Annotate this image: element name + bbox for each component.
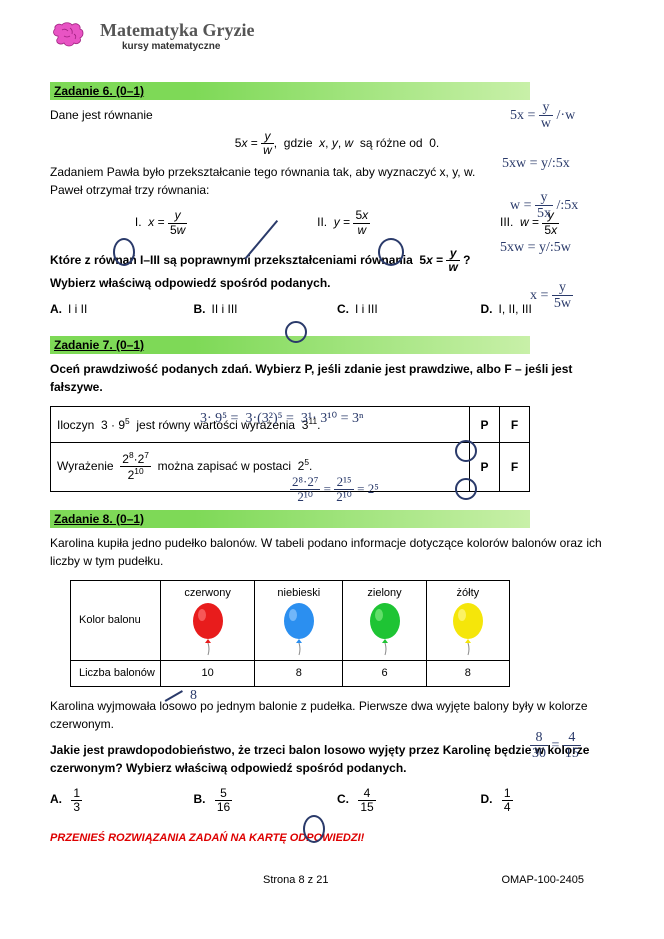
count-yellow: 8 bbox=[426, 661, 509, 687]
count-red: 10 bbox=[161, 661, 255, 687]
hw-t6-line5: x = y5w bbox=[530, 280, 573, 312]
col-yellow: żółty bbox=[426, 580, 509, 661]
brain-icon bbox=[50, 20, 90, 52]
balloon-green-icon bbox=[365, 601, 405, 656]
hw-t7-line2: 2⁸·2⁷2¹⁰ = 2¹⁵2¹⁰ = 2⁵ bbox=[290, 475, 379, 505]
hw-circle-opt3 bbox=[378, 238, 404, 266]
task7-row2: Wyrażenie 28·27210 można zapisać w posta… bbox=[51, 443, 470, 491]
balloon-blue-icon bbox=[279, 601, 319, 656]
task7-r1-f[interactable]: F bbox=[500, 407, 530, 443]
hw-t7-line1: 3· 9⁵ = 3·(3²)⁵ = 3¹· 3¹⁰ = 3ⁿ bbox=[200, 410, 363, 427]
hw-circle-opt1 bbox=[113, 238, 135, 266]
hw-t8-frac: 830 = 415 bbox=[530, 730, 581, 762]
table-row: Kolor balonu czerwony niebieski zielony … bbox=[71, 580, 510, 661]
task6-ans-c[interactable]: C.I i III bbox=[337, 300, 481, 318]
task8-intro: Karolina kupiła jedno pudełko balonów. W… bbox=[50, 534, 624, 570]
exam-code: OMAP-100-2405 bbox=[501, 874, 584, 886]
hw-t6-line2: 5xw = y/:5x bbox=[502, 156, 570, 172]
balloon-table: Kolor balonu czerwony niebieski zielony … bbox=[70, 580, 510, 687]
footer-note: PRZENIEŚ ROZWIĄZANIA ZADAŃ NA KARTĘ ODPO… bbox=[50, 832, 624, 844]
hw-circle-ans-c bbox=[285, 321, 307, 343]
task8-answers: A. 13 B. 516 C. 415 D. 14 bbox=[50, 787, 624, 814]
task6-opt1: I. x = y5w bbox=[135, 209, 187, 236]
task6-opt2: II. y = 5xw bbox=[317, 209, 370, 236]
task8-ans-a[interactable]: A. 13 bbox=[50, 787, 194, 814]
task8-ans-b[interactable]: B. 516 bbox=[194, 787, 338, 814]
col-blue: niebieski bbox=[255, 580, 343, 661]
count-green: 6 bbox=[343, 661, 426, 687]
task8-ans-c[interactable]: C. 415 bbox=[337, 787, 481, 814]
task6-equation: 5x = yw, gdzie x, y, w są różne od 0. bbox=[50, 130, 624, 157]
hw-t6-line3: w = y5x /:5x bbox=[510, 190, 578, 222]
count-label: Liczba balonów bbox=[71, 661, 161, 687]
count-blue: 8 bbox=[255, 661, 343, 687]
task6-ans-a[interactable]: A.I i II bbox=[50, 300, 194, 318]
task7-r2-f[interactable]: F bbox=[500, 443, 530, 491]
hw-circle-r1-p bbox=[455, 440, 477, 462]
task8-content: Karolina kupiła jedno pudełko balonów. W… bbox=[50, 534, 624, 814]
task8-ans-d[interactable]: D. 14 bbox=[481, 787, 625, 814]
color-label: Kolor balonu bbox=[71, 580, 161, 661]
brand-title: Matematyka Gryzie bbox=[100, 20, 254, 41]
col-red: czerwony bbox=[161, 580, 255, 661]
page-footer: Strona 8 z 21 OMAP-100-2405 bbox=[50, 874, 624, 886]
task8-mid: Karolina wyjmowała losowo po jednym balo… bbox=[50, 697, 624, 733]
hw-8: 8 bbox=[190, 688, 197, 704]
balloon-yellow-icon bbox=[448, 601, 488, 656]
task7-r1-p[interactable]: P bbox=[470, 407, 500, 443]
hw-t6-line4: 5xw = y/:5w bbox=[500, 240, 571, 256]
brand-subtitle: kursy matematyczne bbox=[122, 41, 254, 52]
task7-instr: Oceń prawdziwość podanych zdań. Wybierz … bbox=[50, 360, 624, 396]
page-header: Matematyka Gryzie kursy matematyczne bbox=[50, 20, 624, 52]
table-row: Liczba balonów 10 8 6 8 bbox=[71, 661, 510, 687]
hw-circle-t8-c bbox=[303, 815, 325, 843]
col-green: zielony bbox=[343, 580, 426, 661]
page-number: Strona 8 z 21 bbox=[263, 874, 328, 886]
task8-header: Zadanie 8. (0–1) bbox=[50, 510, 530, 528]
hw-t6-line1: 5x = yw /·w bbox=[510, 100, 575, 132]
hw-circle-r2-p bbox=[455, 478, 477, 500]
task6-header: Zadanie 6. (0–1) bbox=[50, 82, 530, 100]
balloon-red-icon bbox=[188, 601, 228, 656]
task6-ans-b[interactable]: B.II i III bbox=[194, 300, 338, 318]
